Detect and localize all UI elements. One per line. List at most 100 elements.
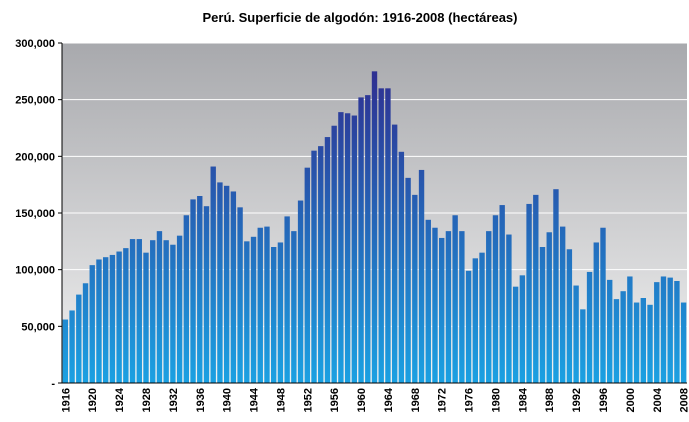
x-tick-label: 1972: [437, 388, 449, 412]
x-tick-label: 1960: [356, 388, 368, 412]
bar: [607, 279, 613, 383]
bar: [163, 240, 169, 383]
bar: [600, 227, 606, 383]
bar: [432, 227, 438, 383]
bar: [385, 88, 391, 383]
bar: [365, 95, 371, 383]
bar: [512, 286, 519, 383]
bar: [150, 240, 156, 383]
x-tick-label: 1920: [87, 388, 99, 412]
bar: [237, 207, 243, 383]
bar: [378, 88, 384, 383]
bar: [284, 216, 290, 383]
bar: [277, 242, 284, 383]
bar: [465, 270, 472, 383]
bar: [129, 239, 136, 383]
chart-title: Perú. Superficie de algodón: 1916-2008 (…: [202, 10, 517, 25]
bar: [304, 167, 310, 383]
bar: [331, 125, 337, 383]
bar: [264, 226, 270, 383]
bar: [257, 227, 263, 383]
bar: [459, 231, 465, 383]
bar: [156, 231, 163, 383]
y-tick-label: 50,000: [21, 321, 55, 333]
x-tick-label: 1948: [275, 388, 287, 412]
x-tick-label: 1932: [168, 388, 180, 412]
bar: [371, 71, 378, 383]
bar: [680, 302, 687, 383]
bar: [405, 177, 411, 383]
x-tick-label: 2008: [679, 388, 689, 412]
bar: [170, 244, 176, 383]
bar: [358, 97, 364, 384]
bar: [546, 232, 552, 383]
x-tick-label: 1928: [141, 388, 153, 412]
bar: [559, 226, 566, 383]
y-tick-label: 100,000: [15, 265, 55, 277]
bar: [291, 231, 297, 383]
x-tick-label: 1944: [249, 387, 261, 412]
bar: [640, 298, 647, 383]
bar: [223, 185, 230, 383]
bar: [425, 219, 431, 383]
bar: [271, 247, 277, 383]
bar: [69, 310, 75, 383]
bar: [613, 299, 620, 383]
x-tick-label: 1992: [571, 388, 583, 412]
x-tick-label: 1916: [60, 388, 72, 412]
bar: [654, 282, 660, 383]
bar: [203, 206, 210, 383]
bar: [452, 215, 458, 383]
bar: [311, 150, 317, 383]
bar: [338, 112, 344, 383]
bar: [324, 137, 331, 383]
y-tick-label: 200,000: [15, 151, 55, 163]
bar: [210, 166, 216, 383]
bar: [486, 231, 492, 383]
x-tick-label: 1976: [464, 388, 476, 412]
bar: [445, 231, 452, 383]
bar: [344, 113, 351, 384]
bar: [667, 277, 673, 383]
bar: [526, 203, 532, 383]
x-tick-label: 1988: [544, 388, 556, 412]
bar: [573, 285, 579, 383]
bar: [580, 309, 586, 383]
bar: [230, 191, 237, 383]
bar: [183, 215, 190, 383]
bar: [633, 302, 640, 383]
bar: [660, 276, 667, 383]
bar: [143, 252, 149, 383]
y-tick-label: 250,000: [15, 95, 55, 107]
bar: [586, 271, 593, 383]
bar: [627, 276, 633, 383]
bar: [76, 294, 82, 383]
bar: [553, 189, 559, 383]
bar: [123, 248, 129, 383]
bar: [96, 259, 102, 383]
x-tick-label: 1980: [490, 388, 502, 412]
bar: [351, 115, 358, 384]
bar: [533, 194, 539, 383]
bar: [647, 304, 653, 383]
bar: [418, 169, 425, 383]
x-tick-label: 1956: [329, 388, 341, 412]
x-tick-label: 1964: [383, 387, 395, 412]
bar: [102, 257, 109, 383]
x-tick-label: 2000: [625, 388, 637, 412]
x-tick-label: 1984: [517, 387, 529, 412]
bar: [89, 265, 95, 383]
bar: [398, 151, 405, 383]
x-tick-label: 1936: [195, 388, 207, 412]
bar: [116, 251, 122, 383]
bar: [479, 252, 485, 383]
bar: [197, 196, 203, 383]
bar: [391, 124, 398, 383]
bar: [506, 234, 512, 383]
bar: [492, 215, 499, 383]
x-tick-label: 1940: [222, 388, 234, 412]
bar: [297, 200, 304, 383]
x-tick-label: 1924: [114, 387, 126, 412]
bar: [472, 258, 478, 383]
